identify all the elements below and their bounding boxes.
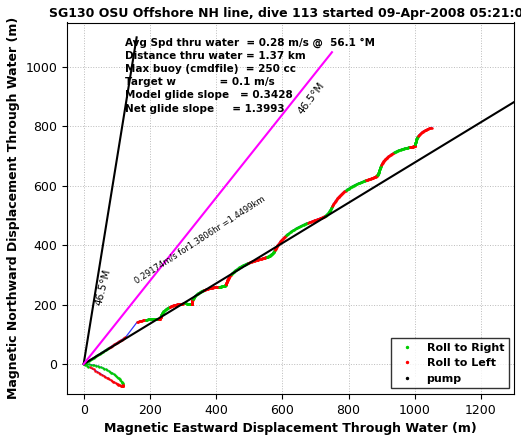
- Text: 46.5°M: 46.5°M: [94, 268, 113, 307]
- Y-axis label: Magnetic Northward Displacement Through Water (m): Magnetic Northward Displacement Through …: [7, 17, 20, 399]
- Title: SG130 OSU Offshore NH line, dive 113 started 09-Apr-2008 05:21:00: SG130 OSU Offshore NH line, dive 113 sta…: [49, 7, 521, 20]
- X-axis label: Magnetic Eastward Displacement Through Water (m): Magnetic Eastward Displacement Through W…: [104, 422, 477, 435]
- Legend: Roll to Right, Roll to Left, pump: Roll to Right, Roll to Left, pump: [391, 338, 508, 388]
- Text: Avg Spd thru water  = 0.28 m/s @  56.1 °M
Distance thru water = 1.37 km
Max buoy: Avg Spd thru water = 0.28 m/s @ 56.1 °M …: [125, 38, 375, 114]
- Text: 0.29174m/s for1.3806hr =1.4499km: 0.29174m/s for1.3806hr =1.4499km: [133, 194, 266, 286]
- Text: 46.5°M: 46.5°M: [296, 80, 326, 116]
